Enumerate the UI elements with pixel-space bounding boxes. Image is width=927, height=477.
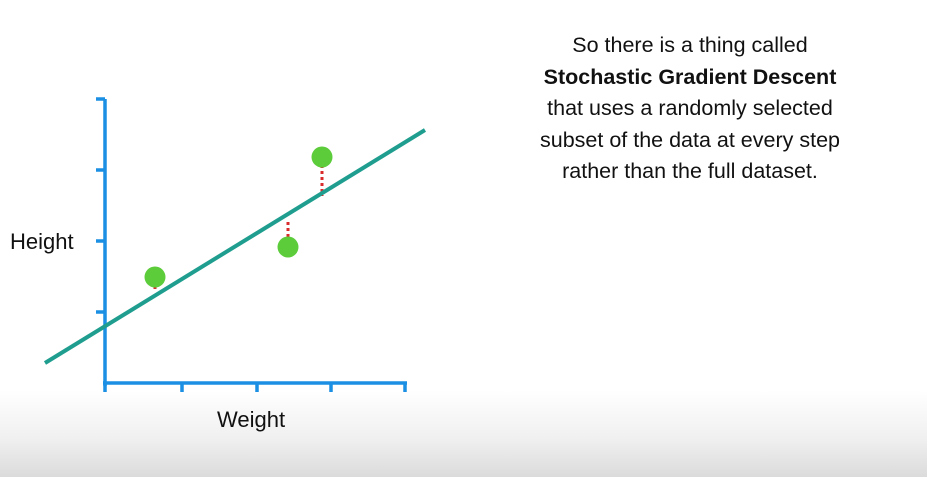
caption-line-5: rather than the full dataset. bbox=[562, 159, 818, 183]
caption-line-1: So there is a thing called bbox=[572, 33, 808, 57]
y-axis-label: Height bbox=[10, 229, 74, 254]
data-point-1 bbox=[144, 266, 166, 288]
data-point-2 bbox=[277, 236, 299, 258]
fit-line bbox=[43, 128, 427, 365]
explanation-caption: So there is a thing called Stochastic Gr… bbox=[480, 30, 900, 188]
x-axis-label: Weight bbox=[217, 407, 285, 432]
caption-line-4: subset of the data at every step bbox=[540, 127, 840, 152]
scatter-plot: Height Weight bbox=[10, 97, 427, 432]
data-point-3 bbox=[311, 146, 333, 168]
caption-line-3: that uses a randomly selected bbox=[547, 96, 833, 120]
caption-line-2-term: Stochastic Gradient Descent bbox=[543, 64, 837, 89]
video-bottom-shade bbox=[0, 390, 927, 477]
